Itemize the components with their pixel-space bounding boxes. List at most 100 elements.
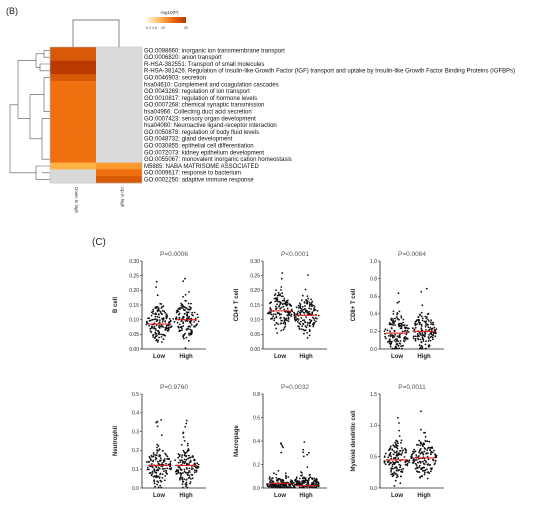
data-point (316, 317, 318, 320)
data-point (401, 450, 404, 452)
data-point (391, 334, 394, 337)
y-tick-label: 0.4 (253, 439, 260, 445)
data-point (424, 328, 427, 331)
data-point (417, 319, 420, 322)
data-point (395, 446, 398, 449)
data-point (153, 325, 156, 328)
data-point (429, 332, 432, 335)
data-point (287, 320, 290, 323)
data-point (383, 460, 386, 462)
data-point (416, 335, 419, 338)
data-point (283, 308, 286, 311)
data-point (435, 332, 437, 335)
data-point (294, 480, 297, 483)
x-category-label: High (179, 354, 193, 360)
data-point (420, 467, 423, 470)
data-point (280, 286, 283, 288)
data-point (401, 323, 403, 326)
data-point (148, 468, 150, 471)
data-point (303, 312, 306, 314)
p-value-title: P=0.0064 (398, 251, 426, 258)
x-category-label: Low (274, 354, 286, 360)
data-point (307, 478, 310, 480)
immune-cell-scatter-panel: (C) P=0.00060.000.050.100.150.200.250.30… (92, 237, 444, 499)
heatmap-cell (50, 53, 96, 61)
data-point (152, 312, 154, 315)
data-point (145, 321, 148, 324)
data-point (163, 479, 166, 482)
data-point (294, 316, 297, 318)
data-point (405, 327, 408, 329)
y-tick-label: 0.8 (253, 392, 260, 398)
p-value-title: P=0.0006 (160, 251, 188, 258)
data-point (306, 453, 309, 456)
data-point (402, 318, 405, 321)
data-point (391, 465, 394, 468)
data-point (163, 458, 166, 460)
data-point (413, 328, 416, 331)
data-point (184, 320, 187, 322)
data-point (432, 321, 434, 324)
heatmap-cell (96, 169, 142, 177)
data-point (434, 453, 437, 456)
heatmap-cell (50, 87, 96, 95)
data-point (196, 313, 199, 316)
data-point (158, 331, 161, 334)
data-point (420, 315, 423, 318)
data-point (281, 272, 284, 274)
row-dendrogram-branch (17, 60, 36, 119)
data-point (384, 332, 386, 335)
data-point (293, 317, 296, 320)
data-point (431, 446, 433, 448)
data-point (399, 343, 402, 345)
data-point (282, 303, 284, 305)
y-tick-label: 0.6 (253, 415, 260, 421)
data-point (157, 313, 160, 316)
y-tick-label: 0.15 (129, 303, 139, 309)
data-point (183, 312, 186, 315)
data-point (284, 484, 286, 487)
data-point (421, 332, 424, 334)
x-category-label: Low (391, 493, 403, 499)
row-label: R-HSA-381426: Regulation of Insulin-like… (144, 69, 515, 75)
data-point (401, 330, 404, 333)
data-point (182, 322, 185, 325)
data-point (155, 335, 158, 337)
heatmap-cell (50, 108, 96, 116)
data-point (146, 466, 149, 469)
data-point (426, 313, 429, 316)
data-point (145, 461, 148, 463)
data-point (389, 445, 392, 448)
data-point (306, 295, 309, 298)
data-point (400, 447, 403, 449)
scatter-plot: P=0.0064 0.0 0.2 0.4 0.6 0.8 1.0 CD8+ T cell Low… (351, 251, 444, 360)
data-point (161, 317, 164, 320)
data-point (418, 321, 420, 324)
data-point (305, 326, 308, 329)
data-point (152, 336, 155, 338)
data-point (294, 319, 297, 322)
data-point (178, 454, 181, 456)
data-point (314, 486, 316, 489)
y-tick-label: 0.2 (253, 462, 260, 468)
data-point (383, 455, 386, 458)
data-point (269, 484, 272, 487)
data-point (308, 305, 311, 307)
data-point (304, 325, 307, 328)
data-point (156, 460, 159, 463)
data-point (176, 469, 179, 472)
data-point (419, 452, 422, 455)
data-point (194, 317, 197, 320)
data-point (293, 486, 295, 488)
data-point (197, 316, 199, 319)
data-point (292, 482, 295, 484)
data-point (283, 327, 286, 329)
data-point (149, 457, 152, 459)
data-point (178, 455, 181, 458)
data-point (191, 477, 194, 480)
data-point (427, 326, 430, 328)
data-point (392, 319, 395, 322)
data-point (275, 299, 278, 302)
data-point (400, 327, 403, 330)
data-point (423, 463, 426, 465)
